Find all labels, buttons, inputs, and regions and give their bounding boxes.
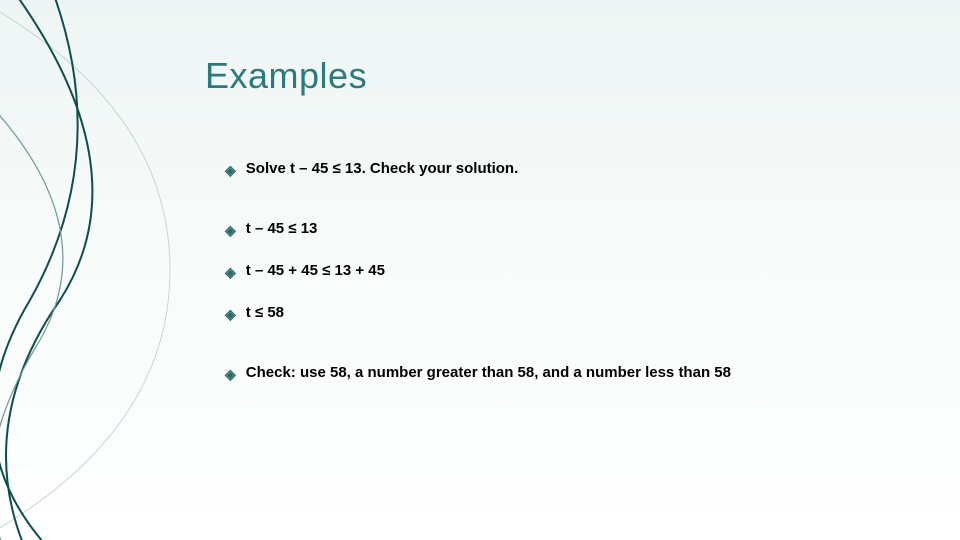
list-item: ◈ t – 45 + 45 ≤ 13 + 45	[225, 262, 905, 280]
diamond-bullet-icon: ◈	[225, 365, 236, 383]
slide-title: Examples	[205, 55, 367, 97]
list-item: ◈ Solve t – 45 ≤ 13. Check your solution…	[225, 160, 905, 178]
list-item-text: Check: use 58, a number greater than 58,…	[246, 364, 731, 382]
diamond-bullet-icon: ◈	[225, 161, 236, 179]
list-item: ◈ t – 45 ≤ 13	[225, 220, 905, 238]
slide: Examples ◈ Solve t – 45 ≤ 13. Check your…	[0, 0, 960, 540]
list-item-text: t – 45 + 45 ≤ 13 + 45	[246, 262, 385, 280]
list-item: ◈ Check: use 58, a number greater than 5…	[225, 364, 905, 382]
list-item-text: t – 45 ≤ 13	[246, 220, 318, 238]
list-item-text: t ≤ 58	[246, 304, 284, 322]
content-list: ◈ Solve t – 45 ≤ 13. Check your solution…	[225, 160, 905, 382]
diamond-bullet-icon: ◈	[225, 221, 236, 239]
diamond-bullet-icon: ◈	[225, 263, 236, 281]
diamond-bullet-icon: ◈	[225, 305, 236, 323]
list-item-text: Solve t – 45 ≤ 13. Check your solution.	[246, 160, 518, 178]
list-item: ◈ t ≤ 58	[225, 304, 905, 322]
